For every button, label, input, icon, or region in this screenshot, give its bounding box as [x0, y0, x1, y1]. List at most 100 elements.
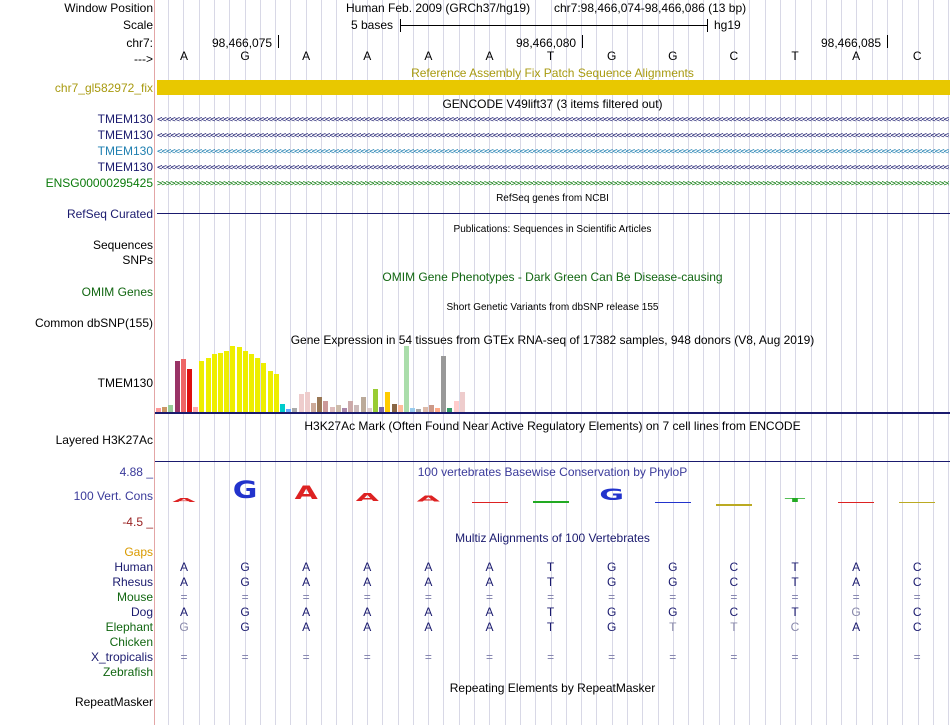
gtex-tissue-bar[interactable]: [261, 363, 266, 412]
gridline: [887, 0, 888, 725]
multiz-species-label[interactable]: Dog: [130, 605, 153, 619]
gtex-tissue-bar[interactable]: [224, 351, 229, 412]
gtex-tissue-bar[interactable]: [187, 369, 192, 412]
gencode-item-label[interactable]: TMEM130: [97, 112, 153, 126]
phylop-label[interactable]: 100 Vert. Cons: [73, 489, 153, 503]
gtex-tissue-bar[interactable]: [447, 408, 452, 412]
multiz-species-label[interactable]: X_tropicalis: [90, 650, 153, 664]
gtex-tissue-bar[interactable]: [336, 405, 341, 412]
gtex-tissue-bar[interactable]: [268, 371, 273, 412]
gtex-tissue-bar[interactable]: [342, 408, 347, 412]
multiz-gaps-label[interactable]: Gaps: [124, 545, 153, 559]
gtex-tissue-bar[interactable]: [286, 409, 291, 412]
gtex-tissue-bar[interactable]: [175, 361, 180, 412]
gencode-item-label[interactable]: TMEM130: [97, 144, 153, 158]
gtex-tissue-bar[interactable]: [181, 359, 186, 412]
h3k27ac-label[interactable]: Layered H3K27Ac: [55, 433, 153, 447]
reference-base: A: [302, 49, 311, 63]
gtex-tissue-bar[interactable]: [367, 408, 372, 412]
gencode-item-feature[interactable]: <<<<<<<<<<<<<<<<<<<<<<<<<<<<<<<<<<<<<<<<…: [157, 117, 949, 124]
gtex-tissue-bar[interactable]: [330, 407, 335, 412]
fix-patch-bar[interactable]: [157, 80, 950, 95]
gtex-tissue-bar[interactable]: [373, 389, 378, 412]
gtex-tissue-bar[interactable]: [429, 405, 434, 412]
gencode-item-feature[interactable]: <<<<<<<<<<<<<<<<<<<<<<<<<<<<<<<<<<<<<<<<…: [157, 133, 949, 140]
gtex-tissue-bar[interactable]: [385, 392, 390, 412]
gridline: [474, 0, 475, 725]
gtex-tissue-bar[interactable]: [423, 407, 428, 412]
phylop-min-label: -4.5 _: [122, 515, 153, 529]
alignment-base: =: [669, 590, 677, 604]
gencode-item-feature[interactable]: <<<<<<<<<<<<<<<<<<<<<<<<<<<<<<<<<<<<<<<<…: [157, 149, 949, 156]
gtex-label[interactable]: TMEM130: [97, 376, 153, 390]
publications-sequences-label[interactable]: Sequences: [92, 238, 153, 252]
gtex-tissue-bar[interactable]: [168, 405, 173, 412]
publications-snps-label[interactable]: SNPs: [122, 253, 153, 267]
gtex-track-title: Gene Expression in 54 tissues from GTEx …: [290, 333, 815, 347]
gtex-tissue-bar[interactable]: [193, 407, 198, 412]
fix-patch-label[interactable]: chr7_gl582972_fix: [54, 81, 153, 95]
reference-base: A: [424, 49, 433, 63]
multiz-species-label[interactable]: Elephant: [105, 620, 153, 634]
gtex-tissue-bar[interactable]: [311, 403, 316, 412]
gtex-tissue-bar[interactable]: [249, 354, 254, 412]
gtex-tissue-bar[interactable]: [292, 408, 297, 412]
gtex-tissue-bar[interactable]: [398, 405, 403, 412]
gtex-tissue-bar[interactable]: [212, 354, 217, 412]
gtex-tissue-bar[interactable]: [379, 407, 384, 412]
gtex-tissue-bar[interactable]: [237, 347, 242, 412]
alignment-base: G: [668, 575, 678, 589]
multiz-species-label[interactable]: Mouse: [116, 590, 153, 604]
gtex-tissue-bar[interactable]: [199, 361, 204, 412]
alignment-base: =: [730, 590, 738, 604]
alignment-base: C: [912, 605, 922, 619]
gtex-tissue-bar[interactable]: [416, 409, 421, 412]
multiz-species-label[interactable]: Rhesus: [112, 575, 153, 589]
alignment-base: G: [607, 605, 617, 619]
multiz-species-label[interactable]: Zebrafish: [102, 665, 153, 679]
gencode-item-feature[interactable]: <<<<<<<<<<<<<<<<<<<<<<<<<<<<<<<<<<<<<<<<…: [157, 165, 949, 172]
gtex-tissue-bar[interactable]: [162, 407, 167, 412]
gtex-tissue-bar[interactable]: [441, 356, 446, 412]
gencode-item-label[interactable]: TMEM130: [97, 128, 153, 142]
multiz-species-label[interactable]: Human: [114, 560, 153, 574]
gtex-tissue-bar[interactable]: [299, 394, 304, 412]
gtex-tissue-bar[interactable]: [255, 358, 260, 412]
gtex-tissue-bar[interactable]: [280, 404, 285, 412]
gtex-tissue-bar[interactable]: [218, 353, 223, 412]
refseq-line[interactable]: [157, 213, 950, 214]
gtex-tissue-bar[interactable]: [410, 408, 415, 412]
alignment-base: =: [547, 650, 555, 664]
refseq-label[interactable]: RefSeq Curated: [66, 207, 153, 221]
gtex-tissue-bar[interactable]: [460, 392, 465, 412]
gtex-tissue-bar[interactable]: [454, 401, 459, 412]
multiz-species-label[interactable]: Chicken: [109, 635, 153, 649]
gtex-tissue-bar[interactable]: [243, 351, 248, 412]
gtex-tissue-bar[interactable]: [354, 405, 359, 412]
gtex-tissue-bar[interactable]: [305, 392, 310, 412]
gridline: [902, 0, 903, 725]
phylop-score-mark: G: [599, 485, 624, 505]
multiz-track-title: Multiz Alignments of 100 Vertebrates: [455, 531, 650, 545]
gtex-tissue-bar[interactable]: [206, 358, 211, 412]
omim-label[interactable]: OMIM Genes: [81, 285, 153, 299]
repeatmasker-label[interactable]: RepeatMasker: [74, 695, 153, 709]
dbsnp-label[interactable]: Common dbSNP(155): [34, 316, 153, 330]
gtex-tissue-bar[interactable]: [404, 346, 409, 412]
gtex-tissue-bar[interactable]: [274, 374, 279, 412]
reference-base: T: [791, 49, 799, 63]
gtex-tissue-bar[interactable]: [361, 397, 366, 412]
gtex-tissue-bar[interactable]: [348, 401, 353, 412]
gtex-tissue-bar[interactable]: [317, 397, 322, 412]
gridline: [398, 0, 399, 725]
gencode-item-feature[interactable]: >>>>>>>>>>>>>>>>>>>>>>>>>>>>>>>>>>>>>>>>…: [157, 181, 949, 188]
gtex-tissue-bar[interactable]: [323, 401, 328, 412]
gencode-item-label[interactable]: ENSG00000295425: [45, 176, 153, 190]
gencode-item-label[interactable]: TMEM130: [97, 160, 153, 174]
gtex-tissue-bar[interactable]: [230, 346, 235, 412]
gtex-tissue-bar[interactable]: [392, 404, 397, 412]
gtex-tissue-bar[interactable]: [435, 408, 440, 412]
gtex-tissue-bar[interactable]: [156, 408, 161, 412]
alignment-base: G: [851, 605, 861, 619]
